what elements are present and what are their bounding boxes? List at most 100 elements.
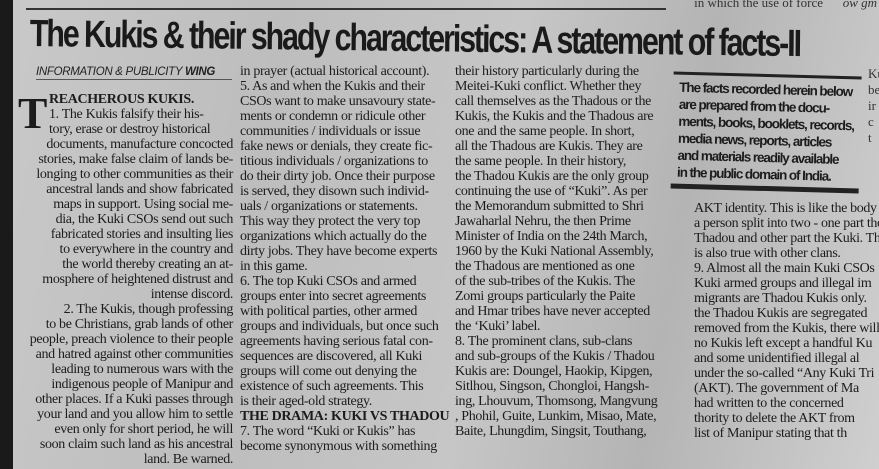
text-line: people, preach violence to their people [29,332,234,347]
text-line: in prayer (actual historical account). [240,64,430,79]
text-line: Baite, Lhungdim, Singsit, Touthang, [455,424,647,439]
text-line: the same people. In their history, [455,154,627,169]
text-line: ing, Lhouvum, Thomsong, Mangvung [455,394,658,409]
text-line: under the so-called “Any Kuki Tri [694,366,875,381]
text-line: one and the same people. In short, [455,124,635,139]
text-line: thority to delete the AKT from [694,411,855,426]
text-line: Meitei-Kuki conflict. Whether they [455,79,642,94]
text-line: titious individuals / organizations to [240,154,428,169]
facts-box: The facts recorded herein below are prepa… [670,71,862,203]
text-line: groups will come out denying the [240,364,417,379]
text-line: the world thereby creating an at- [62,257,233,272]
text-line: your land and you allow him to settle [37,407,233,422]
text-line: dia, the Kuki CSOs send out such [55,212,234,227]
text-line: groups enter into secret agreements [240,289,427,304]
text-line: CSOs want to make unsavoury state- [240,94,436,109]
text-line: Jawaharlal Nehru, the then Prime [455,214,631,229]
adjacent-article-fragment: Kubeirct [868,66,879,146]
text-line: and hatred against other communities [35,347,234,362]
text-line: migrants are Thadou Kukis only. [694,291,867,306]
text-line: longing to other communities as their [36,167,233,182]
text-line: Kukis are: Doungel, Haokip, Kipgen, [455,364,653,379]
text-line: ments or condemn or ridicule other [240,109,426,124]
text-line: THE DRAMA: KUKI VS THADOU [240,409,450,424]
text-line: Kukis, the Kukis and the Thadous are [455,109,654,124]
text-line: Thadou and other part the Kuki. This [694,231,879,246]
text-line: 9. Almost all the main Kuki CSOs [694,261,875,276]
photo-edge [0,0,13,469]
text-line: their history particularly during the [455,64,639,79]
text-line: c [868,114,874,129]
byline: INFORMATION & PUBLICITY WING [36,66,232,80]
top-fragment: in which the use of force [694,0,823,10]
text-line: is served, they disown such individ- [240,184,429,199]
text-line: and sub-groups of the Kukis / Thadou [455,349,655,364]
text-line: 8. The prominent clans, sub-clans [455,334,633,349]
text-line: uals / organizations or statements. [240,199,418,214]
box-top-rule [673,71,862,80]
text-line: the Thadous are mentioned as one [455,259,635,274]
text-line: removed from the Kukis, there will [694,321,879,336]
article-column-1: REACHEROUS KUKIS. 1. The Kukis falsify th… [17,92,234,467]
text-line: AKT identity. This is like the body of [694,201,879,216]
headline: The Kukis & their shady characteristics:… [29,13,801,66]
text-line: be [868,82,879,97]
text-line: 6. The top Kuki CSOs and armed [240,274,417,289]
article-column-2: in prayer (actual historical account). 5.… [240,64,450,454]
text-line: soon claim such land as his ancestral [39,437,233,452]
text-line: had written to the concerned [694,396,844,411]
box-bottom-rule [670,183,859,194]
text-line: 1. The Kukis falsify their his- [49,107,204,122]
text-line: the Thadou Kukis are the only group [455,169,649,184]
top-rule [26,8,666,10]
byline-prefix: INFORMATION & PUBLICITY [36,66,183,78]
text-line: continuing the use of “Kuki”. As per [455,184,648,199]
text-line: stories, make false claim of lands be- [38,152,233,167]
text-line: , Phohil, Guite, Lunkim, Misao, Mate, [455,409,657,424]
text-line: tory, erase or destroy historical [49,122,211,137]
text-line: Zomi groups particularly the Paite [455,289,636,304]
drop-cap: T [18,89,48,138]
text-line: do their dirty job. Once their purpose [240,169,435,184]
text-line: ir [868,98,876,113]
text-line: the Thadou Kukis are segregated [694,306,868,321]
text-line: organizations which actually do the [240,229,427,244]
text-line: fabricated stories and insulting lies [50,227,234,242]
text-line: Kuki armed groups and illegal im [694,276,872,291]
text-line: in this game. [240,259,308,274]
article-column-3: their history particularly during the Mei… [455,64,667,439]
facts-box-text: The facts recorded herein below are prepa… [671,79,862,186]
text-line: other places. If a Kuki passes through [35,392,233,407]
text-line: to everywhere in the country and [59,242,234,257]
top-fragment-right: ow gm [842,0,877,10]
text-line: all the Thadous are Kukis. They are [455,139,643,154]
text-line: (AKT). The government of Ma [694,381,859,396]
text-line: t [868,130,872,145]
text-line: intense discord. [150,287,234,302]
text-line: call themselves as the Thadous or the [455,94,651,109]
text-line: even only for short period, he will [54,422,233,437]
text-line: the Memorandum submitted to Shri [455,199,644,214]
text-line: This way they protect the very top [240,214,421,229]
text-line: maps in support. Using social me- [53,197,233,212]
text-line: Sitlhou, Singson, Chongloi, Hangsh- [455,379,649,394]
text-line: leading to numerous wars with the [51,362,233,377]
text-line: 1960 by the Kuki National Assembly, [455,244,654,259]
text-line: fake news or denials, they create fic- [240,139,433,154]
text-line: mosphere of heightened distrust and [42,272,233,287]
text-line: of the sub-tribes of the Kukis. The [455,274,635,289]
text-line: 7. The word “Kuki or Kukis” has [240,424,416,439]
text-line: REACHEROUS KUKIS. [49,92,194,107]
text-line: ancestral lands and show fabricated [46,182,233,197]
text-line: Minister of India on the 24th March, [455,229,648,244]
text-line: and Hmar tribes have never accepted [455,304,650,319]
text-line: agreements having serious fatal con- [240,334,433,349]
text-line: sequences are discovered, all Kuki [240,349,423,364]
text-line: a person split into two - one part the [694,216,879,231]
text-line: list of Manipur stating that th [694,426,847,441]
text-line: dirty jobs. They have become experts [240,244,438,259]
text-line: and some unidentified illegal al [694,351,860,366]
text-line: Ku [868,66,879,81]
text-line: communities / individuals or issue [240,124,421,139]
text-line: no Kukis left except a handful Ku [694,336,873,351]
